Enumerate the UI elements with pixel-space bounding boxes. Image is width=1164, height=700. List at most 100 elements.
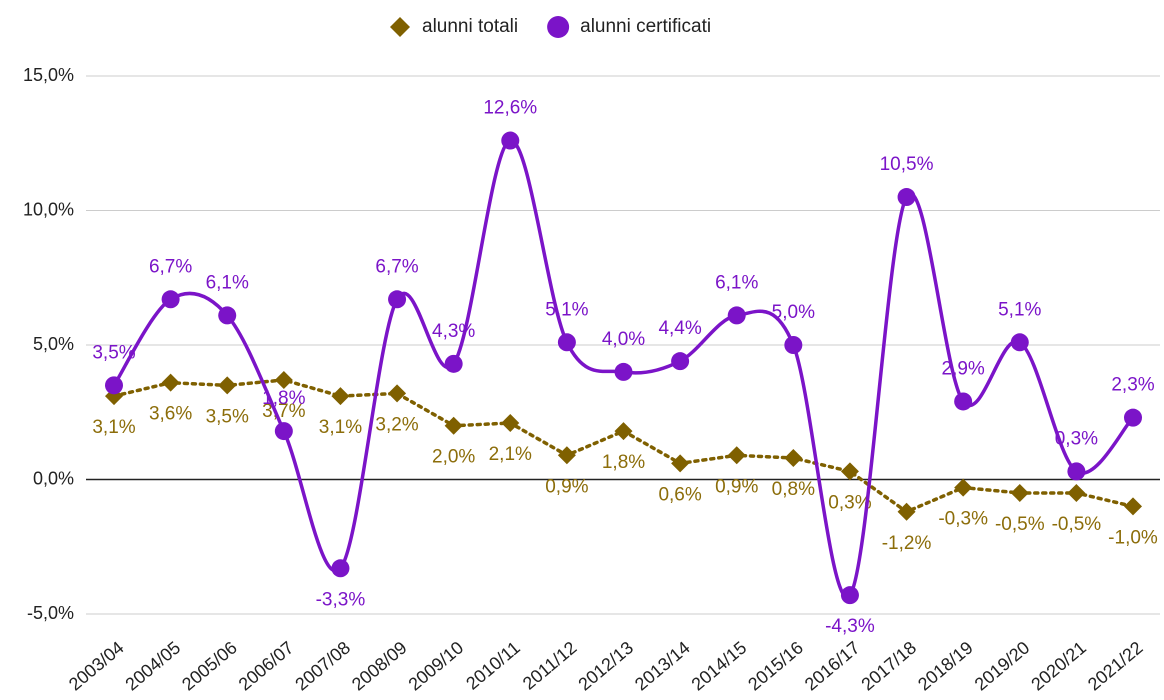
point: [444, 354, 463, 373]
point: [897, 502, 916, 521]
data-label: 2,1%: [489, 444, 532, 465]
data-label: 5,0%: [772, 302, 815, 323]
data-label: 3,5%: [206, 406, 249, 427]
legend-label: alunni certificati: [580, 16, 711, 37]
point: [218, 376, 237, 395]
point: [727, 306, 746, 325]
point: [388, 384, 407, 403]
x-tick-label: 2021/22: [1084, 637, 1147, 694]
data-label: -1,2%: [882, 533, 932, 554]
point: [218, 306, 237, 325]
data-label: -3,3%: [316, 589, 366, 610]
data-label: 0,9%: [715, 476, 758, 497]
data-label: 0,8%: [772, 479, 815, 500]
point: [727, 446, 746, 465]
data-label: 5,1%: [545, 299, 588, 320]
legend-marker: [547, 16, 570, 38]
point: [840, 462, 859, 481]
x-tick-label: 2006/07: [235, 637, 298, 694]
y-tick-label: -5,0%: [27, 603, 74, 623]
data-label: 3,5%: [92, 342, 135, 363]
point: [274, 370, 293, 389]
point: [331, 559, 350, 578]
data-label: 2,9%: [942, 359, 985, 380]
data-label: 6,7%: [375, 256, 418, 277]
point: [1067, 462, 1086, 481]
data-label: 3,6%: [149, 404, 192, 425]
data-label: 1,8%: [602, 452, 645, 473]
point: [671, 352, 690, 371]
legend-label: alunni totali: [422, 16, 518, 37]
point: [161, 373, 180, 392]
data-label: 10,5%: [880, 154, 934, 175]
x-tick-label: 2016/17: [801, 637, 864, 694]
point: [784, 448, 803, 467]
point: [614, 362, 633, 381]
point: [1010, 483, 1029, 502]
point: [444, 416, 463, 435]
data-label: 4,0%: [602, 329, 645, 350]
point: [501, 414, 520, 433]
data-label: 6,7%: [149, 256, 192, 277]
data-label: 3,1%: [319, 417, 362, 438]
data-label: -1,0%: [1108, 527, 1158, 548]
data-label: -0,5%: [995, 514, 1045, 535]
data-label: 3,1%: [92, 417, 135, 438]
y-tick-label: 15,0%: [23, 65, 74, 85]
point: [954, 392, 973, 411]
data-label: 0,9%: [545, 476, 588, 497]
data-label: 12,6%: [483, 98, 537, 119]
x-tick-label: 2008/09: [348, 637, 411, 694]
point: [161, 290, 180, 309]
point: [671, 454, 690, 473]
y-tick-label: 10,0%: [23, 199, 74, 219]
x-tick-label: 2020/21: [1027, 637, 1090, 694]
x-tick-label: 2007/08: [291, 637, 354, 694]
point: [331, 387, 350, 406]
point: [274, 422, 293, 441]
point: [1010, 333, 1029, 352]
data-label: 1,8%: [262, 388, 305, 409]
point: [897, 188, 916, 207]
point: [614, 422, 633, 441]
point: [1067, 483, 1086, 502]
data-label: -4,3%: [825, 616, 875, 637]
x-tick-label: 2011/12: [519, 637, 581, 693]
x-tick-label: 2014/15: [688, 637, 751, 694]
y-tick-label: 0,0%: [33, 468, 74, 488]
legend-marker: [390, 17, 410, 37]
point: [105, 376, 123, 395]
x-tick-label: 2003/04: [65, 637, 128, 694]
x-tick-label: 2015/16: [744, 637, 807, 694]
x-tick-label: 2018/19: [914, 637, 977, 694]
point: [557, 333, 576, 352]
point: [784, 336, 803, 354]
x-tick-label: 2005/06: [178, 637, 241, 694]
data-label: 2,3%: [1111, 375, 1154, 396]
point: [840, 586, 859, 605]
data-label: 4,3%: [432, 321, 475, 342]
x-tick-label: 2012/13: [574, 637, 637, 694]
x-tick-label: 2010/11: [462, 637, 524, 693]
data-label: 4,4%: [658, 318, 701, 339]
data-label: 6,1%: [715, 272, 758, 293]
x-tick-label: 2009/10: [405, 637, 468, 694]
x-tick-label: 2017/18: [857, 637, 920, 694]
point: [557, 446, 576, 465]
x-tick-label: 2019/20: [971, 637, 1034, 694]
y-tick-label: 5,0%: [33, 334, 74, 354]
data-label: -0,3%: [938, 509, 988, 530]
data-label: 0,3%: [828, 492, 871, 513]
x-tick-label: 2004/05: [122, 637, 185, 694]
point: [388, 290, 407, 309]
point: [1124, 408, 1142, 427]
x-tick-label: 2013/14: [631, 637, 694, 694]
data-label: 6,1%: [206, 272, 249, 293]
data-label: 3,2%: [375, 414, 418, 435]
point: [501, 131, 520, 150]
point: [1124, 497, 1142, 516]
data-label: -0,5%: [1052, 514, 1102, 535]
data-label: 0,3%: [1055, 428, 1098, 449]
data-label: 5,1%: [998, 299, 1041, 320]
